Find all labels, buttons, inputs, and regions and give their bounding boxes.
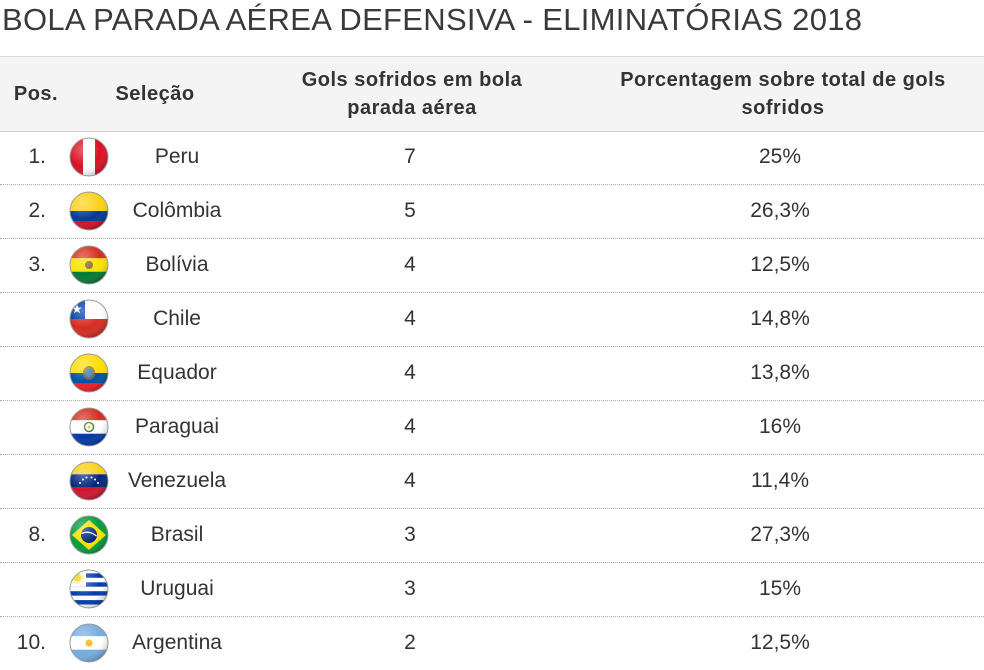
row-pct-value: 14,8% [750,307,810,330]
header-pct: Porcentagem sobre total de gols sofridos [596,57,970,131]
row-gols-value: 4 [404,307,416,330]
header-pos: Pos. [13,83,59,105]
row-position: 8. [28,523,46,546]
uruguay-flag-icon [69,569,109,609]
row-flag [68,130,110,184]
row-pct-value: 26,3% [750,199,810,222]
page-title: BOLA PARADA AÉREA DEFENSIVA - ELIMINATÓR… [2,2,863,37]
row-flag [68,508,110,562]
row-position: 1. [28,145,46,168]
table-header: Pos. Seleção Gols sofridos em bola parad… [0,56,984,132]
table-row: Uruguai 3 15% [0,562,984,617]
row-pct-value: 13,8% [750,361,810,384]
table-row: Chile 4 14,8% [0,292,984,347]
row-team-name: Uruguai [140,577,214,600]
row-flag [68,562,110,616]
row-position [0,292,46,346]
row-gols-value: 5 [404,199,416,222]
row-team-name: Peru [154,145,200,168]
row-team-name: Argentina [132,631,222,654]
row-team-name: Brasil [150,523,204,546]
table-row: Equador 4 13,8% [0,346,984,401]
row-gols-value: 4 [404,361,416,384]
row-pct-value: 25% [758,145,802,168]
row-team-name: Venezuela [127,469,227,492]
row-gols-value: 4 [404,253,416,276]
row-pct-value: 15% [758,577,802,600]
row-position: 2. [28,199,46,222]
header-gols-text: Gols sofridos em bola parada aérea [301,69,523,119]
table-row: Paraguai 4 16% [0,400,984,455]
header-selecao: Seleção [115,83,195,105]
row-team-name: Equador [137,361,217,384]
row-pct-value: 12,5% [750,253,810,276]
row-flag [68,400,110,454]
row-team-name: Chile [153,307,201,330]
row-flag [68,184,110,238]
brazil-flag-icon [69,515,109,555]
colombia-flag-icon [69,191,109,231]
row-pct-value: 12,5% [750,631,810,654]
row-team-name: Colômbia [132,199,222,222]
table-row: 10. Argentina 2 12,5% [0,616,984,670]
venezuela-flag-icon [69,461,109,501]
table-row: 2. Colômbia 5 26,3% [0,184,984,239]
row-gols-value: 3 [404,577,416,600]
row-flag [68,346,110,400]
row-position: 3. [28,253,46,276]
row-team-name: Bolívia [145,253,209,276]
peru-flag-icon [69,137,109,177]
header-gols: Gols sofridos em bola parada aérea [262,57,562,131]
row-position: 10. [16,631,46,654]
row-pct-value: 16% [758,415,802,438]
row-pct-value: 11,4% [751,469,809,492]
table-row: 1. Peru 7 25% [0,130,984,185]
row-position [0,346,46,400]
header-pct-text: Porcentagem sobre total de gols sofridos [620,69,946,119]
argentina-flag-icon [69,623,109,663]
row-team-name: Paraguai [134,415,220,438]
row-pct-value: 27,3% [750,523,810,546]
row-flag [68,454,110,508]
ecuador-flag-icon [69,353,109,393]
row-flag [68,616,110,670]
row-gols-value: 7 [404,145,416,168]
table-row: Venezuela 4 11,4% [0,454,984,509]
row-position [0,454,46,508]
table-row: 3. Bolívia 4 12,5% [0,238,984,293]
chile-flag-icon [69,299,109,339]
paraguay-flag-icon [69,407,109,447]
row-position [0,562,46,616]
row-gols-value: 4 [404,415,416,438]
row-flag [68,292,110,346]
row-gols-value: 3 [404,523,416,546]
row-gols-value: 2 [404,631,416,654]
bolivia-flag-icon [69,245,109,285]
row-flag [68,238,110,292]
row-position [0,400,46,454]
table-row: 8. Brasil 3 27,3% [0,508,984,563]
row-gols-value: 4 [404,469,416,492]
